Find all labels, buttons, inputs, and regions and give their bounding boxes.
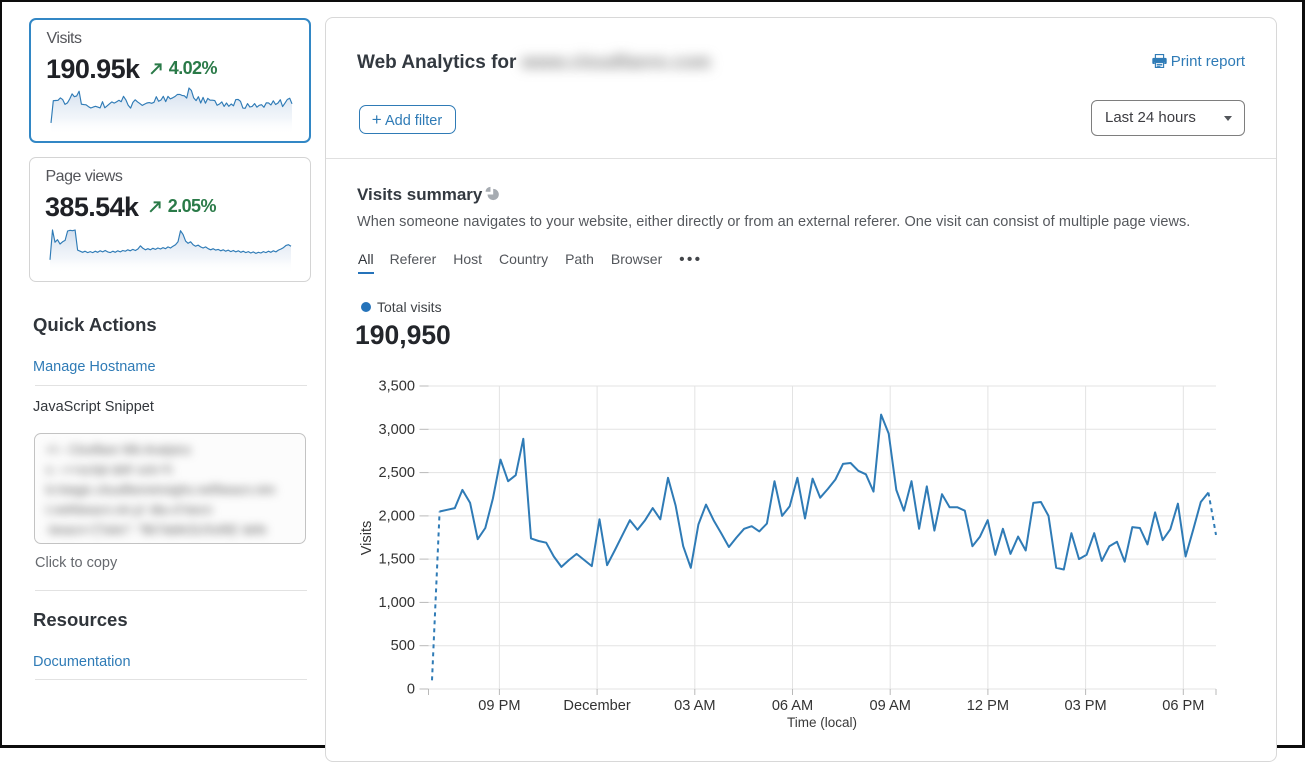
svg-text:12 PM: 12 PM bbox=[967, 698, 1009, 714]
svg-text:0: 0 bbox=[407, 682, 415, 698]
svg-text:Visits: Visits bbox=[359, 521, 375, 556]
svg-text:3,000: 3,000 bbox=[378, 422, 415, 438]
svg-text:03 AM: 03 AM bbox=[674, 698, 715, 714]
svg-text:Time (local): Time (local) bbox=[787, 715, 857, 730]
svg-text:06 AM: 06 AM bbox=[772, 698, 813, 714]
svg-text:1,500: 1,500 bbox=[378, 552, 415, 568]
svg-text:09 AM: 09 AM bbox=[870, 698, 911, 714]
svg-text:2,000: 2,000 bbox=[378, 508, 415, 524]
svg-text:2,500: 2,500 bbox=[378, 465, 415, 481]
svg-text:03 PM: 03 PM bbox=[1065, 698, 1107, 714]
svg-text:06 PM: 06 PM bbox=[1162, 698, 1204, 714]
svg-text:3,500: 3,500 bbox=[378, 379, 415, 395]
svg-text:500: 500 bbox=[391, 638, 415, 654]
svg-text:09 PM: 09 PM bbox=[478, 698, 520, 714]
svg-text:December: December bbox=[563, 698, 630, 714]
svg-text:1,000: 1,000 bbox=[378, 595, 415, 611]
